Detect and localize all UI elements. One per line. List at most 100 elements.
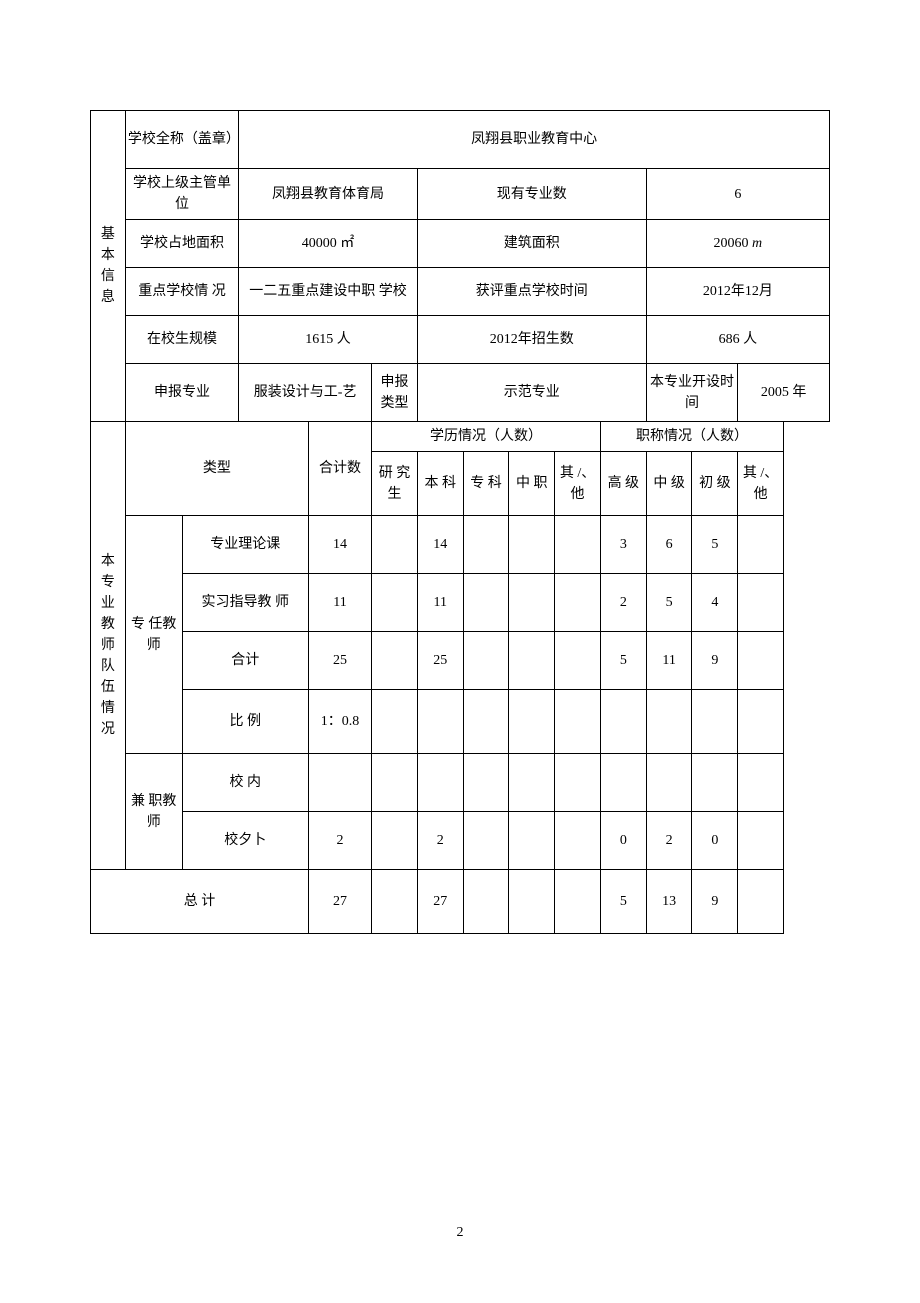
page-number: 2 bbox=[0, 1225, 920, 1241]
row-name: 专业理论课 bbox=[182, 516, 308, 574]
cell: 11 bbox=[308, 574, 371, 632]
section-teachers: 本 专 业 教 师 队 伍 情 况 bbox=[91, 422, 126, 870]
cell: 5 bbox=[600, 870, 646, 934]
cell bbox=[372, 870, 418, 934]
value-enroll: 686 人 bbox=[646, 316, 829, 364]
cell bbox=[463, 812, 509, 870]
cell bbox=[372, 690, 418, 754]
value-applied-major: 服装设计与工-艺 bbox=[239, 364, 372, 422]
cell bbox=[417, 754, 463, 812]
cell bbox=[555, 574, 601, 632]
value-students: 1615 人 bbox=[239, 316, 418, 364]
cell: 14 bbox=[417, 516, 463, 574]
cell bbox=[509, 516, 555, 574]
cell: 0 bbox=[692, 812, 738, 870]
cell bbox=[463, 754, 509, 812]
cell bbox=[308, 754, 371, 812]
cell bbox=[555, 812, 601, 870]
cell bbox=[738, 812, 784, 870]
cell bbox=[463, 690, 509, 754]
edu-col-2: 本 科 bbox=[417, 452, 463, 516]
label-start-year: 本专业开设时 间 bbox=[646, 364, 738, 422]
cell: 2 bbox=[417, 812, 463, 870]
row-name: 合计 bbox=[182, 632, 308, 690]
section-basic-info: 基 本 信 息 bbox=[91, 111, 126, 422]
label-building: 建筑面积 bbox=[417, 220, 646, 268]
cell bbox=[555, 632, 601, 690]
label-apply-type: 申报类型 bbox=[372, 364, 418, 422]
label-keyschool: 重点学校情 况 bbox=[125, 268, 238, 316]
cell: 3 bbox=[600, 516, 646, 574]
value-school-name: 凤翔县职业教育中心 bbox=[239, 111, 830, 169]
cell bbox=[463, 632, 509, 690]
cell bbox=[372, 574, 418, 632]
edu-col-3: 专 科 bbox=[463, 452, 509, 516]
cell bbox=[555, 516, 601, 574]
title-col-1: 高 级 bbox=[600, 452, 646, 516]
label-applied-major: 申报专业 bbox=[125, 364, 238, 422]
cell bbox=[646, 754, 692, 812]
cell: 2 bbox=[308, 812, 371, 870]
cell: 25 bbox=[417, 632, 463, 690]
label-major-count: 现有专业数 bbox=[417, 169, 646, 220]
cell: 4 bbox=[692, 574, 738, 632]
header-total: 合计数 bbox=[308, 422, 371, 516]
label-land: 学校占地面积 bbox=[125, 220, 238, 268]
cell bbox=[372, 516, 418, 574]
cell: 14 bbox=[308, 516, 371, 574]
header-title: 职称情况（人数） bbox=[600, 422, 783, 452]
value-land: 40000 ㎡ bbox=[239, 220, 418, 268]
cell: 0 bbox=[600, 812, 646, 870]
cell bbox=[509, 574, 555, 632]
row-name: 校夕卜 bbox=[182, 812, 308, 870]
cell bbox=[738, 516, 784, 574]
cell bbox=[372, 632, 418, 690]
cell bbox=[509, 870, 555, 934]
cell bbox=[463, 516, 509, 574]
cell: 1：0.8 bbox=[308, 690, 371, 754]
cell: 2 bbox=[600, 574, 646, 632]
cell bbox=[738, 632, 784, 690]
cell bbox=[738, 754, 784, 812]
value-major-count: 6 bbox=[646, 169, 829, 220]
cell bbox=[692, 690, 738, 754]
label-keyschool-time: 获评重点学校时间 bbox=[417, 268, 646, 316]
row-name: 比 例 bbox=[182, 690, 308, 754]
edu-col-4: 中 职 bbox=[509, 452, 555, 516]
cell: 27 bbox=[308, 870, 371, 934]
cell: 6 bbox=[646, 516, 692, 574]
cell bbox=[600, 690, 646, 754]
label-fulltime: 专 任教 师 bbox=[125, 516, 182, 754]
cell bbox=[738, 574, 784, 632]
cell: 11 bbox=[646, 632, 692, 690]
value-apply-type: 示范专业 bbox=[417, 364, 646, 422]
cell bbox=[555, 870, 601, 934]
cell bbox=[463, 870, 509, 934]
cell bbox=[738, 690, 784, 754]
cell: 9 bbox=[692, 632, 738, 690]
cell: 9 bbox=[692, 870, 738, 934]
cell: 2 bbox=[646, 812, 692, 870]
cell: 25 bbox=[308, 632, 371, 690]
label-school-name: 学校全称（盖章） bbox=[125, 111, 238, 169]
cell bbox=[509, 632, 555, 690]
header-education: 学历情况（人数） bbox=[372, 422, 601, 452]
label-parttime: 兼 职教 师 bbox=[125, 754, 182, 870]
row-name: 实习指导教 师 bbox=[182, 574, 308, 632]
cell bbox=[738, 870, 784, 934]
cell bbox=[372, 754, 418, 812]
cell: 13 bbox=[646, 870, 692, 934]
value-building: 20060 m bbox=[646, 220, 829, 268]
value-keyschool-time: 2012年12月 bbox=[646, 268, 829, 316]
edu-col-5: 其 /、他 bbox=[555, 452, 601, 516]
title-col-4: 其 /、他 bbox=[738, 452, 784, 516]
cell: 5 bbox=[600, 632, 646, 690]
label-enroll: 2012年招生数 bbox=[417, 316, 646, 364]
value-building-num: 20060 bbox=[714, 236, 753, 251]
value-building-unit: m bbox=[752, 236, 762, 251]
edu-col-1: 研 究 生 bbox=[372, 452, 418, 516]
cell bbox=[417, 690, 463, 754]
label-supervisor: 学校上级主管单位 bbox=[125, 169, 238, 220]
cell bbox=[509, 812, 555, 870]
header-type: 类型 bbox=[125, 422, 308, 516]
